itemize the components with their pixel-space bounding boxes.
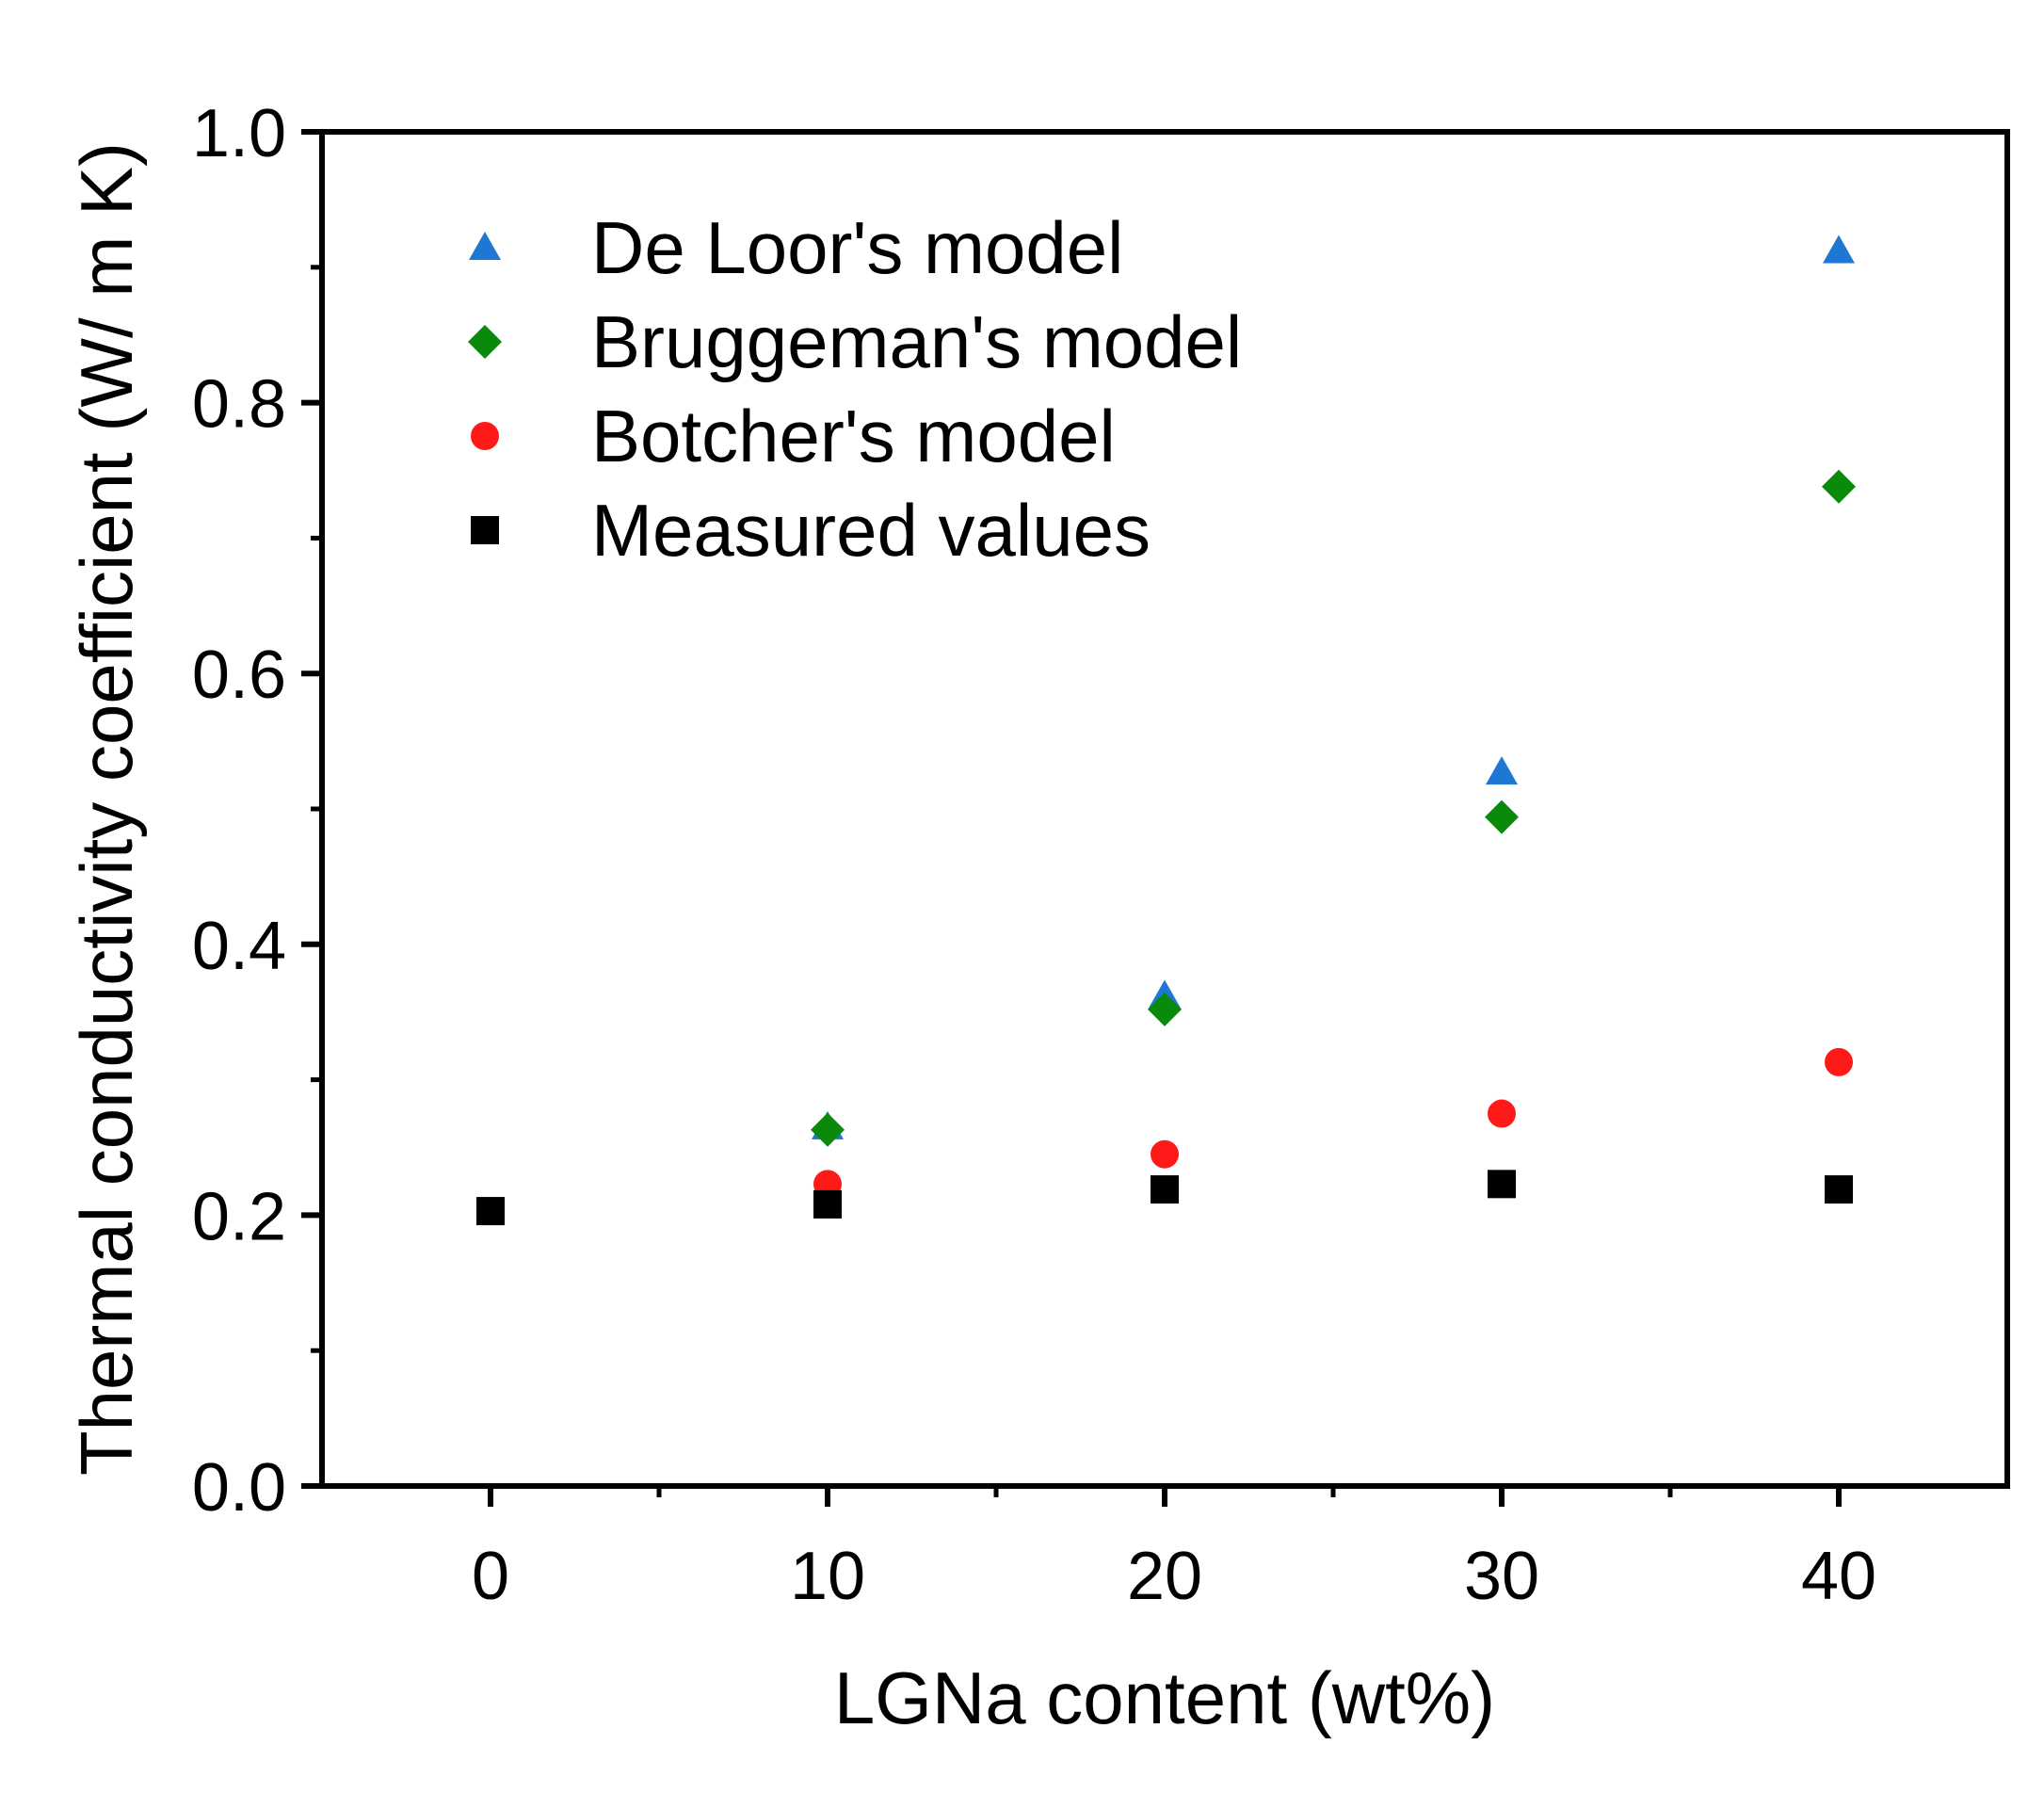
x-tick-label: 0 <box>472 1539 509 1614</box>
legend-label-botcher-s-model: Botcher's model <box>591 395 1116 477</box>
point-botcher-s-model <box>1825 1047 1853 1076</box>
x-tick-label: 20 <box>1127 1539 1202 1614</box>
y-axis: 0.0 0.2 0.4 0.6 0.8 1.0 <box>192 96 322 1526</box>
point-de-loor-s-model <box>1486 756 1518 785</box>
point-measured-values <box>1488 1170 1516 1199</box>
data-marks <box>476 234 1856 1226</box>
y-tick-label: 0.2 <box>192 1179 286 1254</box>
point-botcher-s-model <box>1151 1139 1179 1169</box>
y-tick-label: 0.4 <box>192 909 286 984</box>
point-de-loor-s-model <box>1823 234 1855 264</box>
legend-label-bruggeman-s-model: Bruggeman's model <box>591 300 1242 383</box>
point-bruggeman-s-model <box>1148 992 1182 1026</box>
legend: De Loor's model Bruggeman's model Botcher'… <box>468 206 1242 572</box>
legend-label-de-loor-s-model: De Loor's model <box>591 206 1124 289</box>
x-axis: 0 10 20 30 40 <box>472 1486 1876 1614</box>
point-bruggeman-s-model <box>1485 800 1519 834</box>
legend-marker-de-loor-s-model <box>469 232 501 260</box>
y-tick-label: 0.8 <box>192 367 286 443</box>
x-tick-label: 10 <box>790 1539 865 1614</box>
point-measured-values <box>813 1189 842 1219</box>
legend-marker-botcher-s-model <box>471 422 499 450</box>
x-tick-label: 30 <box>1464 1539 1539 1614</box>
legend-label-measured-values: Measured values <box>591 489 1151 572</box>
y-tick-label: 0.0 <box>192 1450 286 1526</box>
point-bruggeman-s-model <box>811 1112 845 1147</box>
point-bruggeman-s-model <box>1822 469 1856 504</box>
legend-marker-measured-values <box>471 516 499 544</box>
point-measured-values <box>1151 1175 1179 1204</box>
x-axis-label: LGNa content (wt%) <box>834 1656 1495 1739</box>
point-measured-values <box>476 1197 505 1226</box>
point-measured-values <box>1825 1175 1853 1204</box>
y-tick-label: 0.6 <box>192 638 286 713</box>
y-tick-label: 1.0 <box>192 96 286 171</box>
point-botcher-s-model <box>1488 1099 1516 1128</box>
x-tick-label: 40 <box>1801 1539 1876 1614</box>
y-axis-label: Thermal conductivity coefficient (W/ m K… <box>65 142 148 1476</box>
legend-marker-bruggeman-s-model <box>468 325 502 359</box>
